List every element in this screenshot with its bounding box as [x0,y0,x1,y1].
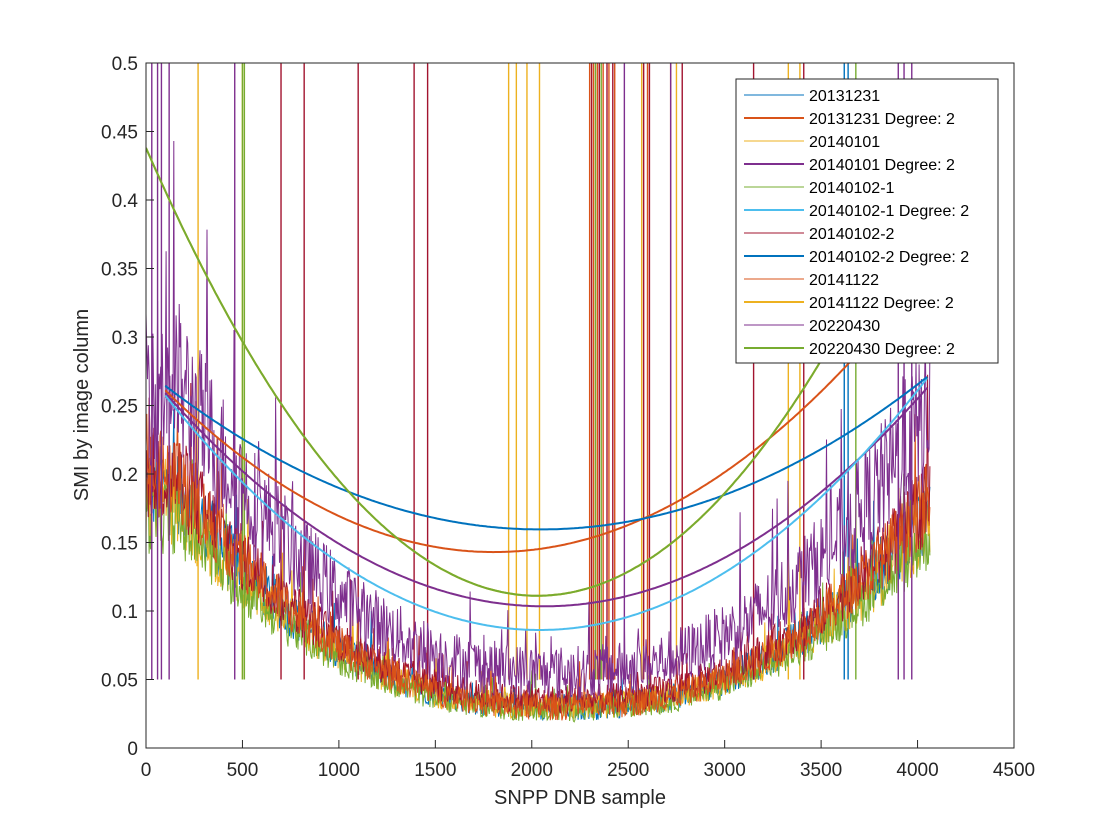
legend-entry: 20140102-1 [809,180,895,197]
x-axis-label: SNPP DNB sample [494,787,666,809]
legend-entry: 20220430 Degree: 2 [809,341,955,358]
y-axis-label: SMI by image column [71,309,93,501]
y-tick-label: 0.15 [101,534,138,555]
x-tick-label: 2000 [511,760,553,781]
fit-line-20220430-degree-2 [146,147,929,597]
axes: 0 500 1000 1500 2000 2500 3000 3500 4000 4500 0 0.0… [101,54,1035,781]
x-tick-label: 3000 [704,760,746,781]
x-tick-label: 3500 [800,760,842,781]
x-tick-label: 1000 [318,760,360,781]
legend-entry: 20140102-2 [809,226,895,243]
legend-entry: 20140102-1 Degree: 2 [809,203,969,220]
x-tick-label: 4000 [896,760,938,781]
y-tick-label: 0.3 [112,328,138,349]
x-tick-label: 500 [227,760,259,781]
legend-entry: 20131231 [809,88,880,105]
fit-line-20140102-2-degree-2 [164,376,928,531]
fit-line-20140101-degree-2 [164,387,928,608]
x-tick-label: 4500 [993,760,1035,781]
y-tick-label: 0.5 [112,54,138,75]
legend-entry: 20140101 Degree: 2 [809,157,955,174]
legend-entry: 20140102-2 Degree: 2 [809,249,969,266]
legend-box [735,78,999,364]
x-tick-label: 2500 [607,760,649,781]
y-tick-label: 0.4 [112,191,139,212]
legend-entry: 20141122 [809,272,879,289]
legend-entry: 20220430 [809,318,880,335]
legend-entry: 20131231 Degree: 2 [809,111,955,128]
y-tick-label: 0.2 [112,465,138,486]
fit-line-20131231-degree-2 [164,269,928,554]
legend-entry: 20141122 Degree: 2 [809,295,954,312]
series-line-20141122 [146,401,931,721]
legend: 20131231 20131231 Degree: 2 20140101 201401… [735,78,999,364]
y-tick-label: 0.35 [101,260,138,281]
y-tick-label: 0 [127,739,138,760]
y-tick-label: 0.25 [101,397,138,418]
y-tick-label: 0.1 [112,602,138,623]
y-tick-label: 0.05 [101,671,138,692]
y-tick-label: 0.45 [101,123,138,144]
fit-line-20140102-1-degree-2 [164,377,928,631]
x-tick-label: 0 [141,760,152,781]
x-tick-label: 1500 [414,760,456,781]
series-line-20220430 [146,140,931,700]
legend-entry: 20140101 [809,134,880,151]
